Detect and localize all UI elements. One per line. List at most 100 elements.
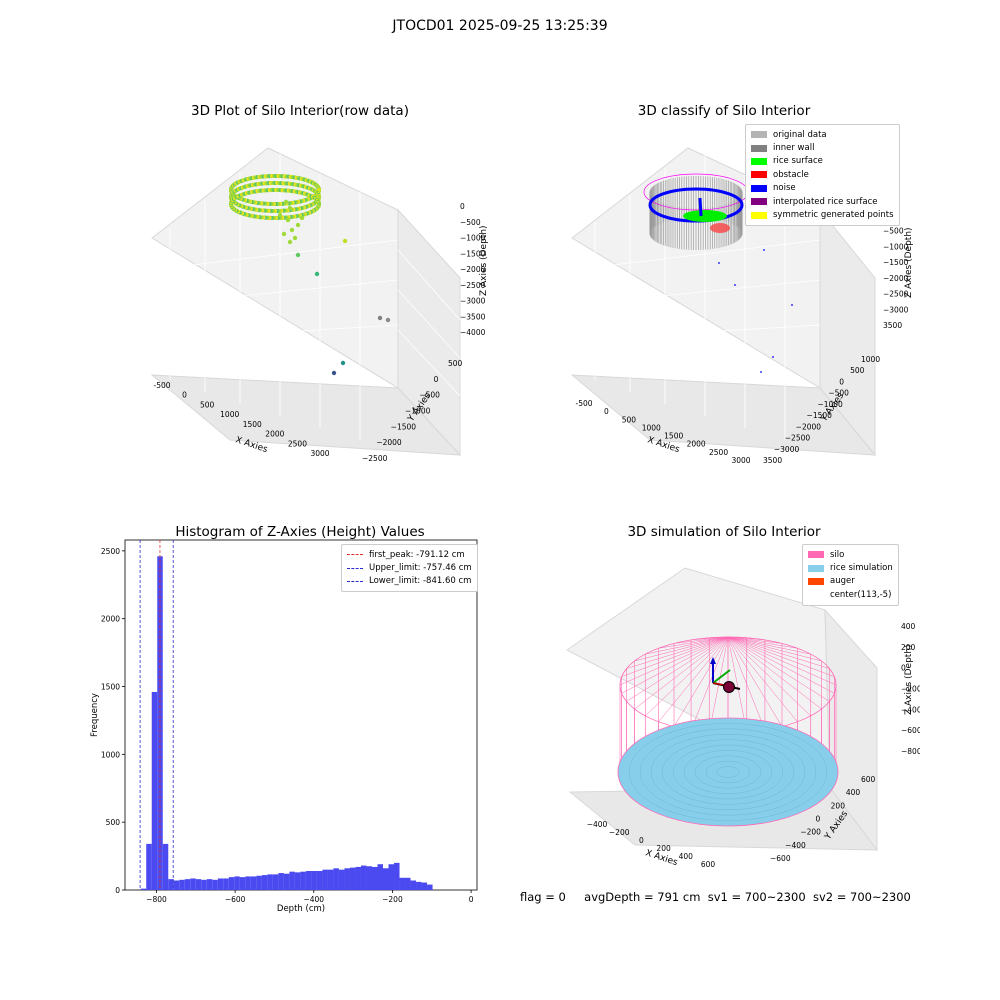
plot2-point (772, 356, 774, 358)
plot1-point (314, 271, 320, 277)
plot4-legend: silo rice simulation auger center(113,-5) (802, 544, 899, 606)
hist-bar (234, 876, 240, 890)
plot1-x-tick: 1500 (243, 420, 262, 429)
hist-bar (394, 862, 400, 890)
hist-bar (201, 879, 207, 890)
plot4-x-tick: −400 (587, 820, 608, 829)
status-sv2: sv2 = 700~2300 (812, 890, 911, 904)
plot2-point (791, 304, 793, 306)
hist-bar (360, 865, 367, 890)
plot1-point (289, 227, 295, 233)
hist-x-tick: −200 (382, 895, 403, 904)
plot2-x-tick: -500 (575, 399, 592, 408)
plot1-x-tick: 0 (182, 391, 187, 400)
plot2-y-tick: 3500 (763, 456, 782, 465)
plot3-histogram[interactable]: −800 −600 −400 −200 0 0 500 1000 1500 2000 2500 D… (80, 535, 490, 925)
status-line: flag = 0 avgDepth = 791 cm sv1 = 700~230… (520, 890, 911, 904)
plot4-z-tick: 400 (901, 622, 916, 631)
legend-swatch (808, 551, 824, 559)
plot2-x-tick: 0 (604, 407, 609, 416)
plot1-z-tick: −1500 (460, 249, 486, 258)
plot2-y-tick: −500 (828, 389, 849, 398)
plot4-z-tick: 0 (901, 664, 906, 673)
legend-label: Upper_limit: -757.46 cm (369, 563, 472, 574)
plot3-legend: first_peak: -791.12 cm Upper_limit: -757.… (341, 544, 478, 593)
legend-entry: center(113,-5) (808, 588, 893, 601)
hist-bar (416, 881, 422, 890)
plot1-point (295, 252, 301, 258)
hist-bar (217, 878, 224, 890)
hist-bar (344, 868, 350, 890)
legend-swatch (751, 131, 767, 139)
plot4-center-marker (723, 681, 735, 693)
legend-swatch (808, 591, 824, 598)
hist-bar (223, 878, 229, 890)
status-sv1: sv1 = 700~2300 (707, 890, 806, 904)
plot4-z-tick: −800 (901, 747, 920, 756)
hist-bar (283, 873, 290, 890)
hist-bar (316, 871, 323, 890)
plot4-x-tick: 200 (656, 844, 671, 853)
hist-y-tick: 2000 (101, 615, 120, 624)
plot1-point (342, 238, 348, 244)
figure-title: JTOCD01 2025-09-25 13:25:39 (392, 18, 608, 34)
plot3-xlabel: Depth (cm) (277, 904, 325, 914)
legend-entry: inner wall (751, 141, 894, 154)
plot3-x-ticks: −800 −600 −400 −200 0 (146, 890, 474, 904)
plot1-point (377, 315, 383, 321)
plot1-y-ticks: 500 0 −500 −1000 −1500 −2000 −2500 (362, 359, 463, 463)
legend-swatch (751, 144, 767, 152)
legend-swatch (751, 184, 767, 192)
hist-bar (421, 882, 428, 890)
hist-bar (239, 877, 246, 890)
hist-bar (333, 868, 339, 890)
plot2-y-tick: −3000 (774, 445, 800, 454)
legend-label: obstacle (773, 169, 809, 180)
hist-bar (338, 869, 345, 890)
plot4-zlabel: Z Axies (Depth) (904, 644, 914, 715)
plot2-point (760, 371, 762, 373)
hist-y-tick: 2500 (101, 547, 120, 556)
legend-entry: noise (751, 182, 894, 195)
hist-bar (383, 868, 389, 890)
plot1-x-tick: 2500 (288, 439, 307, 448)
legend-label: Lower_limit: -841.60 cm (369, 576, 472, 587)
plot4-y-tick: 200 (831, 801, 846, 810)
hist-bar (157, 556, 163, 890)
hist-bar (311, 871, 317, 890)
plot1-y-tick: −1000 (405, 407, 431, 416)
plot4-y-tick: −600 (770, 854, 791, 863)
hist-bar (256, 875, 262, 890)
legend-entry: first_peak: -791.12 cm (347, 548, 472, 561)
legend-swatch (808, 564, 824, 572)
plot2-z-tick: −1500 (883, 258, 909, 267)
plot4-y-tick: −400 (785, 841, 806, 850)
legend-swatch (751, 157, 767, 165)
plot4-x-tick: 400 (679, 852, 694, 861)
hist-bar (250, 876, 257, 890)
plot2-zlabel: Z Axies (Depth) (904, 227, 914, 298)
plot1-x-tick: 500 (200, 400, 215, 409)
hist-bar (278, 873, 284, 890)
plot1-y-tick: −1500 (391, 422, 417, 431)
hist-bar (300, 871, 306, 890)
plot4-z-tick: −400 (901, 705, 920, 714)
legend-label: auger (830, 576, 855, 587)
plot2-legend: original data inner wall rice surface obsta… (745, 124, 900, 226)
plot1-axes-panes (150, 147, 462, 457)
hist-y-tick: 1000 (101, 750, 120, 759)
hist-bar (366, 866, 372, 890)
hist-y-tick: 0 (115, 886, 120, 895)
plot1-point (331, 370, 337, 376)
plot3-frame (124, 539, 478, 891)
plot1-point (316, 187, 321, 192)
plot2-x-tick: 1500 (664, 432, 683, 441)
hist-bar (272, 874, 279, 890)
plot2-z-tick: 3500 (883, 321, 902, 330)
plot2-points (643, 173, 793, 373)
plot2-point (718, 262, 720, 264)
plot1-x-tick: 2000 (265, 430, 284, 439)
